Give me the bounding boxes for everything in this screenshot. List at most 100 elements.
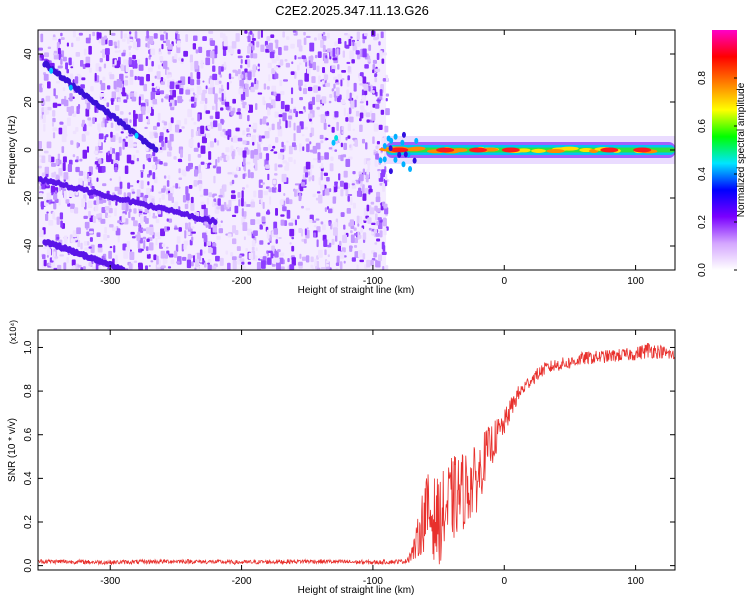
noise-cell [190,96,195,102]
noise-cell [274,111,279,118]
noise-cell [167,175,171,180]
noise-cell [317,152,321,161]
carrier-onset-mark [388,168,393,175]
noise-cell [251,135,256,144]
noise-cell [57,153,61,160]
noise-cell [368,227,372,231]
noise-cell [163,78,166,82]
noise-cell [169,186,174,195]
noise-cell [166,74,172,78]
noise-cell [113,80,117,90]
noise-cell [63,235,68,244]
noise-cell [82,149,88,159]
noise-cell [133,109,136,119]
noise-cell [163,121,168,126]
noise-cell [290,218,296,222]
noise-cell [149,227,154,236]
noise-cell [101,36,106,46]
noise-cell [178,186,181,189]
noise-cell [128,134,134,137]
noise-cell [344,32,349,36]
noise-cell [324,188,330,196]
noise-cell [118,136,122,144]
noise-cell [214,45,218,55]
noise-cell [87,117,92,121]
noise-cell [324,152,329,160]
noise-cell [58,186,62,192]
noise-cell [103,234,108,241]
noise-cell [345,187,349,196]
noise-cell [297,261,303,266]
noise-cell [71,266,76,270]
noise-cell [114,166,118,173]
noise-cell [139,192,144,198]
noise-cell [324,207,327,213]
noise-cell [129,119,132,124]
noise-cell [138,64,144,71]
noise-cell [290,87,294,95]
noise-cell [70,140,74,145]
noise-cell [335,267,339,270]
noise-cell [242,140,247,145]
noise-cell [138,222,141,229]
noise-cell [94,72,97,82]
noise-cell [238,254,242,259]
noise-cell [148,242,154,251]
noise-cell [52,212,56,220]
noise-cell [231,41,237,49]
noise-cell [155,232,159,237]
noise-cell [244,83,249,89]
noise-cell [338,133,341,142]
noise-cell [310,256,314,263]
noise-cell [196,71,201,79]
noise-cell [147,67,153,72]
noise-cell [201,92,206,102]
noise-cell [302,88,308,95]
noise-cell [334,111,339,118]
noise-cell [217,198,221,206]
noise-cell [316,267,321,270]
noise-cell [275,55,280,62]
noise-cell [327,48,332,53]
noise-cell [108,250,112,259]
noise-cell [343,142,348,151]
noise-cell [53,53,58,56]
noise-cell [121,92,127,97]
noise-cell [378,170,381,179]
noise-cell [368,188,373,193]
noise-cell [283,79,288,82]
noise-cell [275,258,280,263]
noise-cell [38,229,44,238]
noise-cell [178,177,183,180]
noise-cell [358,188,362,195]
noise-cell [303,238,307,244]
noise-cell [60,32,63,37]
noise-cell [85,37,91,44]
noise-cell [355,50,360,55]
noise-cell [341,70,347,73]
noise-cell [385,97,388,102]
noise-cell [305,161,311,170]
noise-cell [212,65,216,72]
noise-cell [138,113,143,122]
noise-cell [359,101,364,104]
noise-cell [271,123,275,131]
noise-cell [384,125,389,133]
noise-cell [182,256,187,261]
noise-cell [212,243,217,247]
noise-cell [218,194,223,198]
noise-cell [362,232,367,240]
noise-cell [376,52,380,60]
noise-cell [115,200,118,206]
noise-cell [202,80,205,83]
noise-cell [348,107,352,115]
noise-cell [247,45,252,54]
carrier-hotspot [436,147,455,153]
noise-cell [316,239,319,248]
noise-cell [178,168,181,174]
noise-cell [366,169,370,176]
noise-cell [128,208,132,213]
noise-cell [239,258,245,262]
noise-cell [203,207,208,217]
noise-cell [152,172,156,180]
